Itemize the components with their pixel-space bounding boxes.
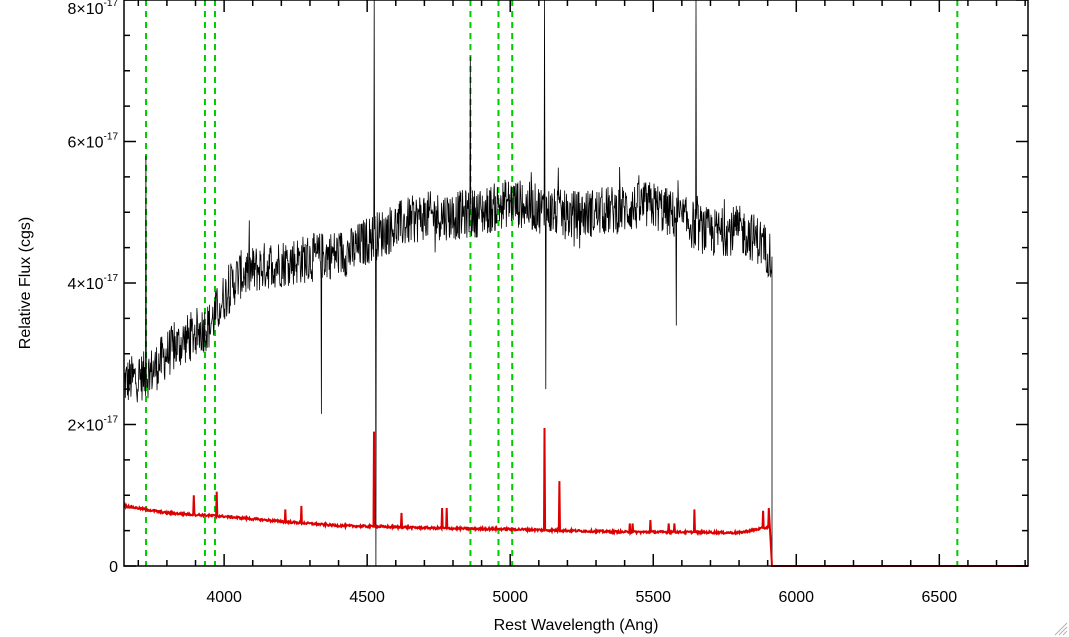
- y-tick-labels: 0 2×10-17 4×10-17 6×10-17 8×10-17: [68, 0, 119, 576]
- x-tick-label: 5000: [492, 589, 528, 606]
- y-tick-label: 8×10-17: [68, 0, 119, 18]
- emission-line-markers: [145, 0, 959, 566]
- y-tick-label: 6×10-17: [68, 132, 119, 152]
- error-line: [123, 427, 1028, 567]
- error-series: [123, 427, 1028, 567]
- x-tick-label: 6500: [922, 589, 958, 606]
- x-tick-label: 5500: [635, 589, 671, 606]
- axis-ticks: [124, 0, 1028, 567]
- x-tick-labels: 4000 4500 5000 5500 6000 6500: [206, 589, 957, 606]
- x-tick-label: 4000: [206, 589, 242, 606]
- x-tick-label: 6000: [778, 589, 814, 606]
- y-tick-label: 4×10-17: [68, 273, 119, 293]
- spectrum-line: [123, 0, 773, 567]
- y-tick-label: 2×10-17: [68, 415, 119, 435]
- y-tick-label: 0: [109, 559, 118, 576]
- spectrum-series: [123, 0, 773, 567]
- resize-grip-icon[interactable]: [1054, 622, 1068, 636]
- x-axis-label: Rest Wavelength (Ang): [494, 617, 659, 634]
- y-axis-label: Relative Flux (cgs): [17, 217, 34, 349]
- x-tick-label: 4500: [349, 589, 385, 606]
